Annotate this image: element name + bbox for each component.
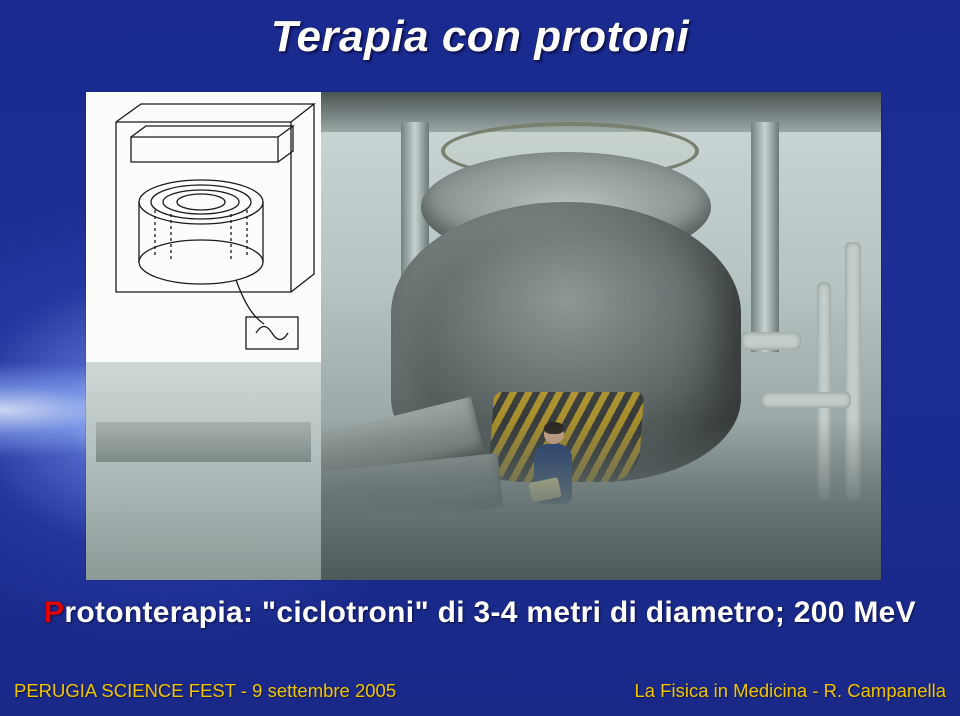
cyclotron-schematic [86, 92, 321, 362]
caption-word: rotonterapia: [64, 596, 253, 629]
caption-accent-letter: P [44, 596, 64, 629]
cyclotron-photo [321, 92, 881, 580]
caption-tail: "ciclotroni" di 3-4 metri di diametro; 2… [253, 596, 916, 629]
caption: Protonterapia: "ciclotroni" di 3-4 metri… [0, 596, 960, 630]
footer: PERUGIA SCIENCE FEST - 9 settembre 2005 … [14, 680, 946, 702]
footer-right: La Fisica in Medicina - R. Campanella [634, 680, 946, 702]
slide-title: Terapia con protoni [0, 12, 960, 62]
footer-left: PERUGIA SCIENCE FEST - 9 settembre 2005 [14, 680, 396, 702]
photo-left-strip [86, 362, 321, 580]
figure-box [86, 92, 881, 580]
